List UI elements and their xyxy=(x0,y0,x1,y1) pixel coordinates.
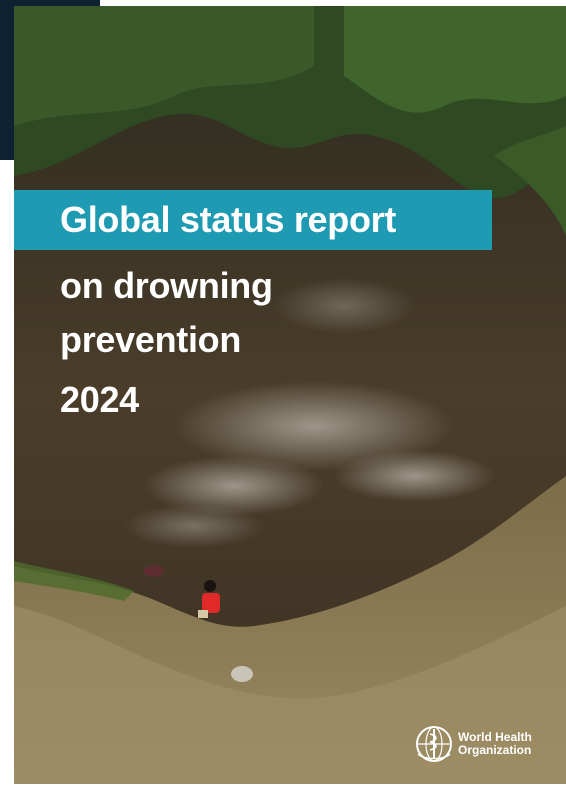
cover-image: Global status report on drowning prevent… xyxy=(14,6,566,784)
who-line-1: World Health xyxy=(458,730,532,744)
who-logo: World Health Organization xyxy=(414,724,532,764)
who-emblem-icon xyxy=(416,726,452,762)
subtitle-line-1: on drowning xyxy=(60,265,273,306)
who-wordmark: World Health Organization xyxy=(458,731,532,757)
who-line-2: Organization xyxy=(458,743,532,757)
title-highlight-bar: Global status report xyxy=(14,190,492,250)
report-year: 2024 xyxy=(60,379,139,420)
report-title: Global status report xyxy=(60,199,397,240)
subtitle-line-2: prevention xyxy=(60,319,242,360)
child-figure xyxy=(198,580,220,618)
river-photo xyxy=(14,6,566,784)
